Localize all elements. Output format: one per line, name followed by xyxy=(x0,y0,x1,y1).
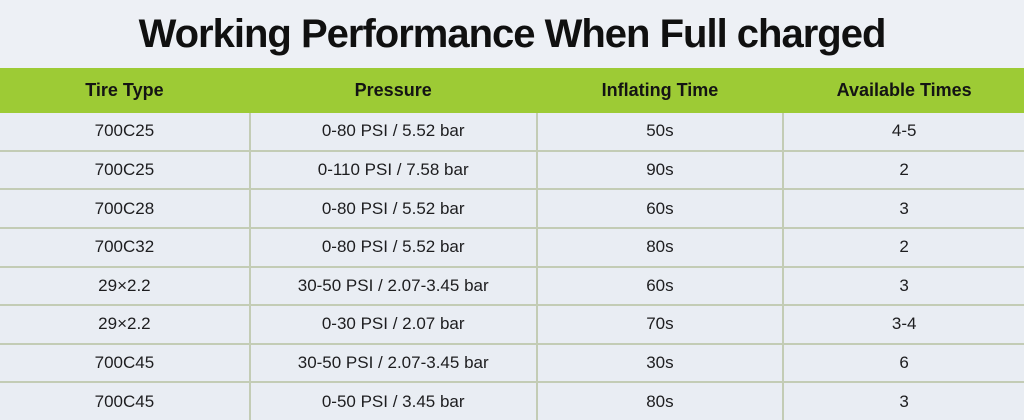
cell-tire-type: 700C25 xyxy=(94,121,155,141)
column-header-tire-type: Tire Type xyxy=(85,80,164,100)
column-header-pressure: Pressure xyxy=(354,80,432,100)
table-row: 700C45 30-50 PSI / 2.07-3.45 bar 30s 6 xyxy=(0,342,1024,382)
cell-inflating-time: 80s xyxy=(535,383,783,420)
cell-available-times: 3-4 xyxy=(782,306,1024,343)
table-row: 700C28 0-80 PSI / 5.52 bar 60s 3 xyxy=(0,188,1024,227)
cell-inflating-time: 80s xyxy=(535,228,783,266)
cell-available-times: 6 xyxy=(782,344,1024,382)
cell-available-times: 3 xyxy=(782,190,1024,227)
cell-tire-type: 700C32 xyxy=(94,237,155,257)
cell-tire-type: 700C45 xyxy=(94,353,155,373)
table-body: 700C25 0-80 PSI / 5.52 bar 50s 4-5 700C2… xyxy=(0,113,1024,420)
cell-inflating-time: 60s xyxy=(535,190,783,227)
page-title: Working Performance When Full charged xyxy=(138,11,887,56)
cell-tire-type: 700C28 xyxy=(94,198,155,218)
performance-table: Tire Type Pressure Inflating Time Availa… xyxy=(0,68,1024,420)
cell-available-times: 2 xyxy=(782,228,1024,266)
cell-tire-type: 29×2.2 xyxy=(98,275,151,295)
table-row: 700C25 0-110 PSI / 7.58 bar 90s 2 xyxy=(0,149,1024,189)
cell-pressure: 0-30 PSI / 2.07 bar xyxy=(248,306,536,343)
cell-inflating-time: 60s xyxy=(535,267,783,305)
cell-tire-type: 29×2.2 xyxy=(98,314,151,334)
column-header-available-times: Available Times xyxy=(836,80,972,100)
cell-pressure: 0-110 PSI / 7.58 bar xyxy=(248,151,536,189)
cell-pressure: 0-80 PSI / 5.52 bar xyxy=(248,190,536,227)
cell-tire-type: 700C45 xyxy=(94,391,155,411)
table-header-row: Tire Type Pressure Inflating Time Availa… xyxy=(0,68,1024,113)
cell-inflating-time: 30s xyxy=(535,344,783,382)
cell-available-times: 4-5 xyxy=(782,113,1024,150)
cell-available-times: 3 xyxy=(782,267,1024,305)
cell-inflating-time: 90s xyxy=(535,151,783,189)
table-row: 700C25 0-80 PSI / 5.52 bar 50s 4-5 xyxy=(0,113,1024,150)
cell-tire-type: 700C25 xyxy=(94,159,155,179)
cell-pressure: 30-50 PSI / 2.07-3.45 bar xyxy=(248,344,536,382)
table-row: 700C32 0-80 PSI / 5.52 bar 80s 2 xyxy=(0,226,1024,266)
cell-pressure: 0-50 PSI / 3.45 bar xyxy=(248,383,536,420)
cell-available-times: 2 xyxy=(782,151,1024,189)
cell-pressure: 0-80 PSI / 5.52 bar xyxy=(248,113,536,150)
table-row: 29×2.2 30-50 PSI / 2.07-3.45 bar 60s 3 xyxy=(0,265,1024,305)
cell-available-times: 3 xyxy=(782,383,1024,420)
column-header-inflating-time: Inflating Time xyxy=(601,80,719,100)
cell-pressure: 30-50 PSI / 2.07-3.45 bar xyxy=(248,267,536,305)
cell-inflating-time: 70s xyxy=(535,306,783,343)
table-row: 29×2.2 0-30 PSI / 2.07 bar 70s 3-4 xyxy=(0,304,1024,343)
cell-pressure: 0-80 PSI / 5.52 bar xyxy=(248,228,536,266)
cell-inflating-time: 50s xyxy=(535,113,783,150)
title-bar: Working Performance When Full charged xyxy=(0,0,1024,68)
table-row: 700C45 0-50 PSI / 3.45 bar 80s 3 xyxy=(0,381,1024,420)
